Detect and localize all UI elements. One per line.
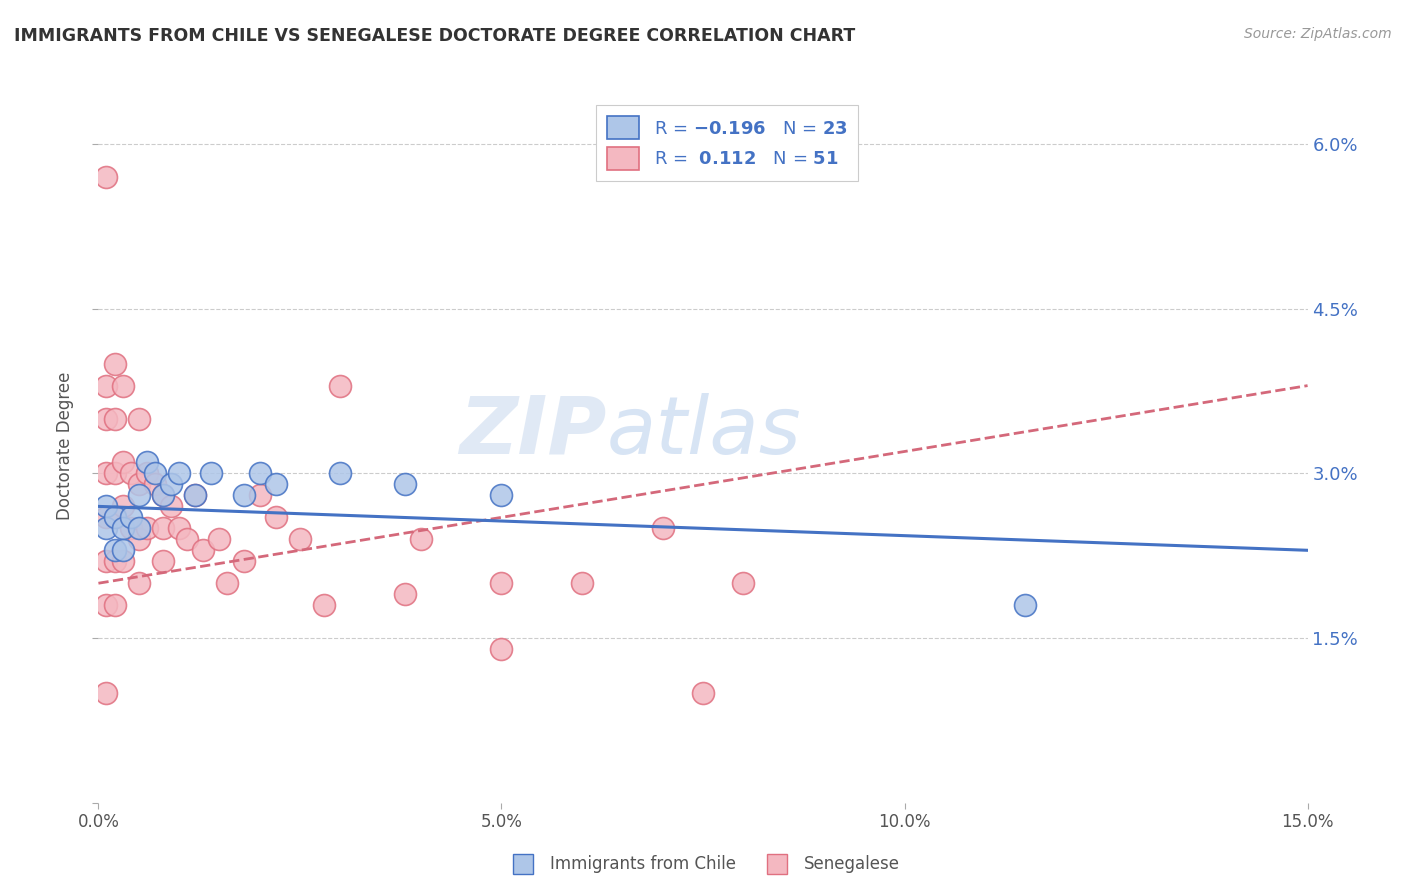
Point <box>491 642 513 657</box>
Point <box>111 500 134 514</box>
Point <box>200 467 222 481</box>
Point <box>208 533 231 547</box>
Point <box>184 488 207 502</box>
Point <box>128 576 150 591</box>
Point <box>120 510 142 524</box>
Point <box>733 576 755 591</box>
Point <box>111 455 134 469</box>
Point <box>394 477 416 491</box>
Point <box>491 576 513 591</box>
Point <box>135 455 157 469</box>
Text: IMMIGRANTS FROM CHILE VS SENEGALESE DOCTORATE DEGREE CORRELATION CHART: IMMIGRANTS FROM CHILE VS SENEGALESE DOCT… <box>14 27 855 45</box>
Point <box>96 378 118 392</box>
Point <box>103 510 125 524</box>
Point <box>491 488 513 502</box>
Point <box>103 543 125 558</box>
Point <box>128 488 150 502</box>
Point <box>249 467 271 481</box>
Point <box>128 411 150 425</box>
Y-axis label: Doctorate Degree: Doctorate Degree <box>56 372 75 520</box>
Legend: Immigrants from Chile, Senegalese: Immigrants from Chile, Senegalese <box>499 849 907 880</box>
Point <box>96 500 118 514</box>
Point <box>103 598 125 612</box>
Point <box>193 543 215 558</box>
Text: atlas: atlas <box>606 392 801 471</box>
Point <box>249 488 271 502</box>
Point <box>409 533 432 547</box>
Point <box>111 543 134 558</box>
Point <box>120 467 142 481</box>
Point <box>176 533 198 547</box>
Point <box>96 686 118 700</box>
Point <box>143 467 166 481</box>
Point <box>167 521 190 535</box>
Point <box>103 510 125 524</box>
Point <box>217 576 239 591</box>
Point <box>288 533 311 547</box>
Point <box>96 411 118 425</box>
Point <box>651 521 673 535</box>
Point <box>329 378 352 392</box>
Point <box>160 477 183 491</box>
Point <box>152 554 174 568</box>
Point <box>152 488 174 502</box>
Point <box>184 488 207 502</box>
Point <box>96 554 118 568</box>
Point <box>264 510 287 524</box>
Point <box>329 467 352 481</box>
Point <box>152 488 174 502</box>
Point <box>135 521 157 535</box>
Point <box>120 521 142 535</box>
Point <box>232 488 254 502</box>
Point <box>264 477 287 491</box>
Point <box>232 554 254 568</box>
Point <box>96 169 118 184</box>
Point <box>103 467 125 481</box>
Point <box>111 378 134 392</box>
Point <box>103 411 125 425</box>
Point <box>128 521 150 535</box>
Point <box>314 598 336 612</box>
Point <box>152 521 174 535</box>
Text: ZIP: ZIP <box>458 392 606 471</box>
Point <box>394 587 416 601</box>
Point <box>103 357 125 371</box>
Point <box>160 500 183 514</box>
Point <box>111 554 134 568</box>
Point <box>111 521 134 535</box>
Point <box>692 686 714 700</box>
Point <box>1014 598 1036 612</box>
Point <box>135 467 157 481</box>
Point <box>96 521 118 535</box>
Point <box>96 598 118 612</box>
Point <box>143 477 166 491</box>
Point <box>128 477 150 491</box>
Point <box>96 467 118 481</box>
Point <box>96 510 118 524</box>
Point <box>167 467 190 481</box>
Point <box>103 554 125 568</box>
Point <box>571 576 593 591</box>
Text: Source: ZipAtlas.com: Source: ZipAtlas.com <box>1244 27 1392 41</box>
Point <box>128 533 150 547</box>
